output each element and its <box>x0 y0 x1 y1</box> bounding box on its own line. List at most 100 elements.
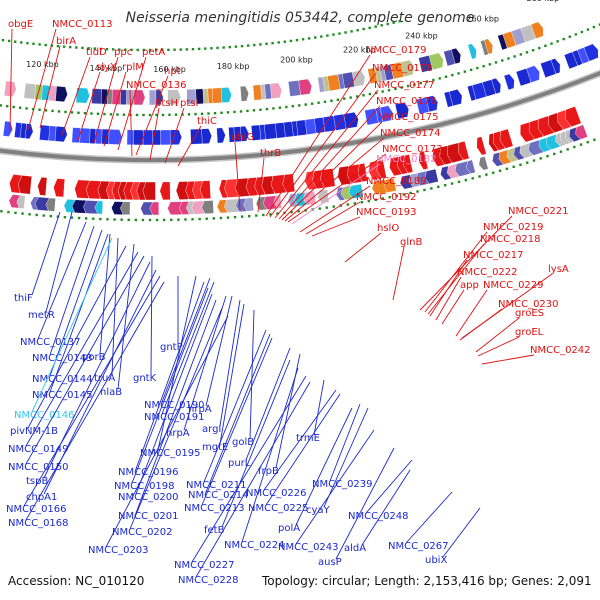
guide-dot <box>161 113 165 117</box>
forward-leader-line <box>269 72 377 218</box>
forward-leader-line <box>429 259 468 317</box>
reverse-gene-label: aldA <box>344 543 366 554</box>
guide-dot <box>20 41 23 44</box>
guide-dot <box>213 111 217 115</box>
guide-dot <box>226 111 230 114</box>
guide-dot <box>317 101 320 104</box>
guide-dot <box>265 42 268 46</box>
reverse-gene-arrow <box>379 105 393 123</box>
reverse-gene-block <box>400 59 415 77</box>
guide-dot <box>402 193 405 196</box>
guide-dot <box>464 178 468 182</box>
forward-gene-arrow <box>224 178 239 198</box>
kbp-tick-label: 260 kbp <box>466 15 499 24</box>
guide-dot <box>240 215 244 218</box>
forward-gene-label: ubiG <box>231 132 254 143</box>
forward-gene-block <box>201 200 214 215</box>
reverse-leader-line <box>205 333 271 493</box>
guide-dot <box>325 206 328 209</box>
reverse-gene-label: golB <box>232 437 254 448</box>
forward-gene-label: NMCC_0192 <box>356 192 417 203</box>
reverse-gene-label: nlaB <box>100 387 122 398</box>
guide-dot <box>272 107 275 110</box>
reverse-gene-block <box>269 82 283 99</box>
forward-gene-label: hpt <box>164 66 181 77</box>
forward-leader-line <box>9 28 13 131</box>
guide-dot <box>367 199 370 203</box>
guide-dot <box>531 48 535 52</box>
reverse-gene-label: NMCC_0239 <box>312 479 373 490</box>
guide-dot <box>592 25 596 29</box>
forward-gene-label: tldD <box>86 47 107 58</box>
guide-dot <box>512 165 515 169</box>
guide-dot <box>70 216 74 219</box>
forward-gene-label: ptsI <box>180 98 198 109</box>
forward-gene-block <box>191 200 205 215</box>
guide-dot <box>197 47 201 51</box>
forward-gene-arrow <box>432 147 445 167</box>
guide-dot <box>109 113 113 116</box>
guide-dot <box>1 38 5 42</box>
guide-dot <box>301 38 305 41</box>
guide-dot <box>482 65 485 68</box>
guide-dot <box>181 113 184 116</box>
guide-dot <box>562 37 565 41</box>
guide-dot <box>99 47 103 51</box>
reverse-gene-block <box>167 89 182 106</box>
guide-dot <box>205 217 208 220</box>
guide-dot <box>398 20 401 23</box>
forward-gene-arrow <box>130 181 140 201</box>
guide-dot <box>526 161 529 164</box>
forward-leader-line <box>77 71 101 141</box>
guide-dot <box>96 112 100 116</box>
guide-dot <box>400 86 403 89</box>
guide-dot <box>278 106 282 109</box>
forward-gene-arrow <box>261 175 275 195</box>
guide-dot <box>276 212 279 215</box>
guide-dot <box>471 177 474 180</box>
forward-gene-arrow <box>142 181 156 201</box>
reverse-gene-label: hrpA <box>166 428 190 439</box>
forward-leader-line <box>257 157 265 213</box>
reverse-gene-arrow <box>201 128 212 145</box>
guide-dot <box>7 39 11 43</box>
guide-dot <box>187 113 191 116</box>
forward-gene-block <box>287 193 299 208</box>
guide-dot <box>544 44 547 48</box>
guide-dot <box>25 107 28 110</box>
forward-leader-line <box>475 317 520 353</box>
guide-dot <box>18 106 22 109</box>
forward-gene-block <box>348 183 364 199</box>
reverse-leader-line <box>25 255 145 465</box>
guide-dot <box>185 48 189 51</box>
guide-dot <box>118 48 121 51</box>
guide-dot <box>70 111 74 114</box>
kbp-tick-label: 160 kbp <box>153 65 186 74</box>
reverse-leader-line <box>205 295 233 407</box>
guide-dot <box>532 159 536 162</box>
guide-dot <box>539 157 542 160</box>
guide-dot <box>395 194 398 198</box>
guide-dot <box>212 217 216 220</box>
forward-gene-arrow <box>499 128 514 149</box>
guide-dot <box>381 197 384 200</box>
guide-dot <box>240 44 244 48</box>
guide-dot <box>99 217 102 221</box>
forward-leader-line <box>135 75 169 156</box>
forward-leader-line <box>427 243 485 315</box>
guide-dot <box>330 99 333 102</box>
reverse-gene-label: NMCC_0198 <box>114 481 175 492</box>
forward-gene-arrow <box>245 177 259 197</box>
guide-dot <box>44 109 48 112</box>
guide-dot <box>191 218 194 221</box>
guide-dot <box>56 215 60 218</box>
forward-gene-arrow <box>528 119 544 140</box>
reverse-gene-block <box>467 43 477 60</box>
guide-dot <box>252 109 256 112</box>
guide-dot <box>134 218 138 222</box>
forward-gene-label: NMCC_0222 <box>457 267 518 278</box>
guide-dot <box>469 68 473 72</box>
guide-dot <box>586 140 589 144</box>
guide-dot <box>148 218 152 222</box>
